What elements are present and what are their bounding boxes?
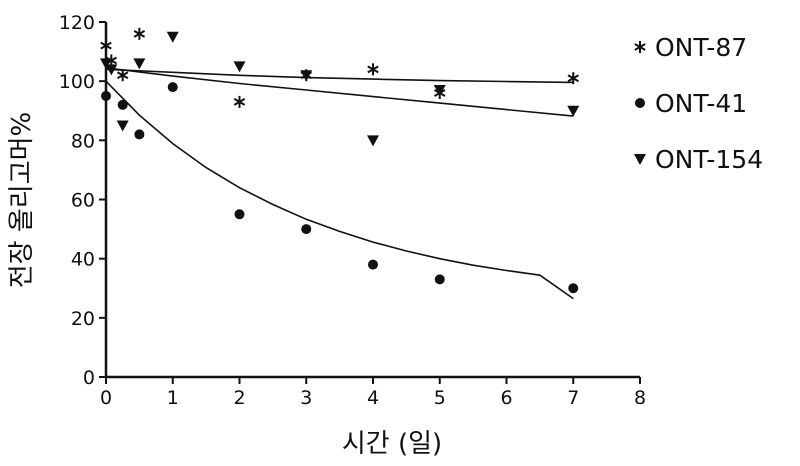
y-ticks: 0 20 40 60 80 100 120 [59,12,106,389]
data-point-ont-87 [368,63,378,75]
x-tick-label: 6 [500,387,512,409]
legend-marker [634,154,646,165]
x-tick-label: 1 [167,387,179,409]
y-axis-title: 전장 올리고머% [7,112,37,289]
legend-label: ONT-87 [655,33,747,62]
x-tick-label: 0 [100,387,112,409]
x-tick-label: 3 [300,387,312,409]
y-tick-label: 20 [71,308,95,330]
data-point-ont-41 [568,283,578,293]
data-point-ont-87 [134,28,144,40]
y-tick-label: 120 [59,12,95,34]
data-point-ont-154 [167,32,179,43]
y-tick-label: 0 [83,367,95,389]
data-point-ont-154 [234,61,246,72]
data-point-ont-154 [117,121,129,132]
y-tick-label: 60 [71,190,95,212]
data-point-ont-41 [101,91,111,101]
data-point-ont-41 [435,274,445,284]
data-markers [100,28,579,293]
y-tick-label: 40 [71,249,95,271]
legend-marker [635,41,645,53]
fit-curves [106,68,573,299]
data-point-ont-154 [300,70,312,81]
legend: ONT-87 ONT-41 ONT-154 [634,33,763,174]
data-point-ont-41 [368,260,378,270]
data-point-ont-154 [133,58,145,69]
x-tick-label: 2 [233,387,245,409]
legend-label: ONT-154 [655,145,763,174]
data-point-ont-154 [367,135,379,146]
data-point-ont-87 [101,40,111,52]
fit-curve-ont-41 [106,81,573,298]
data-point-ont-41 [168,82,178,92]
y-tick-label: 80 [71,130,95,152]
data-point-ont-41 [235,209,245,219]
data-point-ont-87 [234,96,244,108]
x-tick-label: 7 [567,387,579,409]
legend-item-ont-41: ONT-41 [635,89,747,118]
legend-item-ont-87: ONT-87 [635,33,747,62]
x-axis-title: 시간 (일) [342,429,442,459]
fit-curve-ont-154 [106,68,573,116]
data-point-ont-41 [118,100,128,110]
x-tick-label: 5 [434,387,446,409]
legend-marker [635,98,645,108]
data-point-ont-41 [301,224,311,234]
legend-item-ont-154: ONT-154 [634,145,763,174]
legend-label: ONT-41 [655,89,747,118]
x-tick-label: 4 [367,387,379,409]
y-tick-label: 100 [59,71,95,93]
x-ticks: 0 1 2 3 4 5 6 7 8 [100,377,646,409]
data-point-ont-41 [134,129,144,139]
x-tick-label: 8 [634,387,646,409]
